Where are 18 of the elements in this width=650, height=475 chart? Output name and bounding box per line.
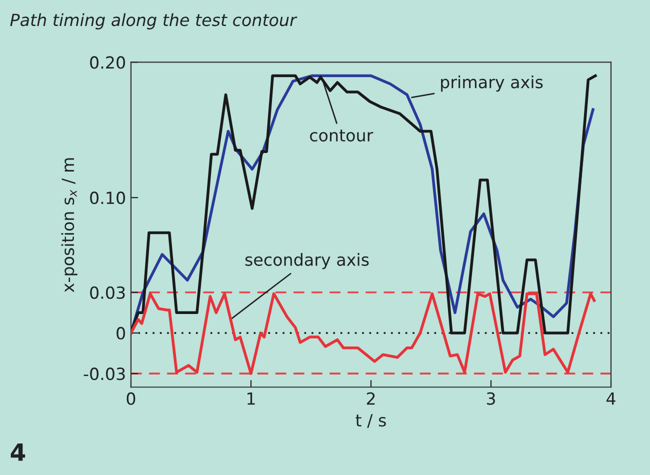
x-tick-label: 2 <box>366 392 375 405</box>
text: 4 <box>10 444 26 461</box>
y-tick-label: 0.03 <box>90 286 125 299</box>
x-tick-label: 1 <box>248 392 255 405</box>
line-series <box>130 292 596 375</box>
x-tick-label: 0 <box>126 392 136 405</box>
x-tick-label: 3 <box>486 392 495 405</box>
y-tick-label: 0.10 <box>90 192 126 204</box>
y-tick-label: -0.03 <box>84 368 125 380</box>
annotation: contour <box>310 130 374 142</box>
annotation: primary axis <box>441 75 543 92</box>
x-tick-label: 4 <box>606 392 616 405</box>
x-axis-title: t / s <box>356 414 386 428</box>
y-tick-label: 0 <box>116 326 126 340</box>
y-tick-label: 0.20 <box>90 56 126 69</box>
y-axis-title: x-position s$_{x}$ / m <box>61 158 78 292</box>
annotation: secondary axis <box>245 253 369 270</box>
chart-title: Path timing along the test contour <box>10 13 298 30</box>
